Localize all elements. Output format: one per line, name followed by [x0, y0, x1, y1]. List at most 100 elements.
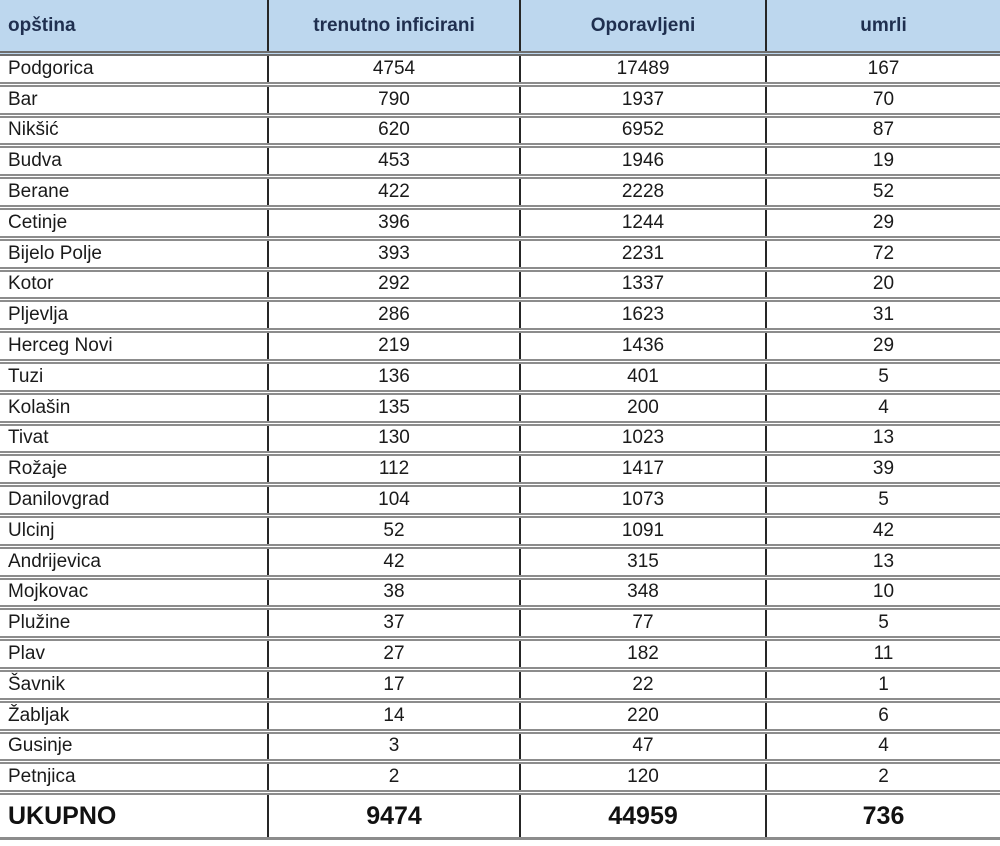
municipality-name-cell: Herceg Novi — [0, 330, 268, 364]
table-row: Nikšić 620 6952 87 — [0, 115, 1000, 149]
value-cell: 5 — [765, 484, 1000, 518]
municipality-name-cell: Petnjica — [0, 761, 268, 796]
value-cell: 22 — [519, 669, 766, 703]
table-row: Mojkovac 38 348 10 — [0, 577, 1000, 611]
value-cell: 1337 — [519, 269, 766, 303]
table-row: Kolašin 135 200 4 — [0, 392, 1000, 426]
value-cell: 11 — [765, 638, 1000, 672]
table-row: Andrijevica 42 315 13 — [0, 546, 1000, 580]
value-cell: 2 — [267, 761, 520, 796]
value-cell: 292 — [267, 269, 520, 303]
value-cell: 104 — [267, 484, 520, 518]
value-cell: 219 — [267, 330, 520, 364]
municipality-name-cell: Berane — [0, 176, 268, 210]
value-cell: 1417 — [519, 453, 766, 488]
table-footer: UKUPNO 9474 44959 736 — [0, 792, 1000, 841]
value-cell: 52 — [267, 515, 520, 549]
municipality-name-cell: Budva — [0, 145, 268, 180]
table-row: Pljevlja 286 1623 31 — [0, 299, 1000, 334]
municipality-name-cell: Gusinje — [0, 731, 268, 765]
municipality-name-cell: Cetinje — [0, 207, 268, 241]
table-row: Bijelo Polje 393 2231 72 — [0, 238, 1000, 272]
municipality-name-cell: Bar — [0, 84, 268, 118]
municipality-name-cell: Žabljak — [0, 700, 268, 734]
value-cell: 348 — [519, 577, 766, 611]
value-cell: 38 — [267, 577, 520, 611]
value-cell: 790 — [267, 84, 520, 118]
value-cell: 1946 — [519, 145, 766, 180]
value-cell: 130 — [267, 423, 520, 457]
municipality-name-cell: Danilovgrad — [0, 484, 268, 518]
value-cell: 4 — [765, 392, 1000, 426]
value-cell: 2228 — [519, 176, 766, 210]
total-label: UKUPNO — [0, 792, 268, 841]
table-row: Tuzi 136 401 5 — [0, 361, 1000, 395]
value-cell: 1244 — [519, 207, 766, 241]
value-cell: 52 — [765, 176, 1000, 210]
value-cell: 20 — [765, 269, 1000, 303]
table-row: Tivat 130 1023 13 — [0, 423, 1000, 457]
table-row: Plav 27 182 11 — [0, 638, 1000, 672]
municipality-name-cell: Nikšić — [0, 115, 268, 149]
value-cell: 422 — [267, 176, 520, 210]
value-cell: 5 — [765, 361, 1000, 395]
municipality-name-cell: Mojkovac — [0, 577, 268, 611]
value-cell: 120 — [519, 761, 766, 796]
value-cell: 4 — [765, 731, 1000, 765]
municipality-name-cell: Pljevlja — [0, 299, 268, 334]
municipality-name-cell: Podgorica — [0, 53, 268, 87]
value-cell: 200 — [519, 392, 766, 426]
table-row: Kotor 292 1337 20 — [0, 269, 1000, 303]
value-cell: 315 — [519, 546, 766, 580]
value-cell: 2 — [765, 761, 1000, 796]
value-cell: 220 — [519, 700, 766, 734]
value-cell: 29 — [765, 330, 1000, 364]
value-cell: 620 — [267, 115, 520, 149]
value-cell: 393 — [267, 238, 520, 272]
value-cell: 17 — [267, 669, 520, 703]
total-recovered-value: 44959 — [519, 792, 766, 841]
value-cell: 19 — [765, 145, 1000, 180]
table-row: Plužine 37 77 5 — [0, 607, 1000, 642]
table-row: Podgorica 4754 17489 167 — [0, 53, 1000, 87]
value-cell: 77 — [519, 607, 766, 642]
municipality-name-cell: Šavnik — [0, 669, 268, 703]
table-row: Ulcinj 52 1091 42 — [0, 515, 1000, 549]
value-cell: 1091 — [519, 515, 766, 549]
value-cell: 112 — [267, 453, 520, 488]
municipality-name-cell: Tuzi — [0, 361, 268, 395]
value-cell: 29 — [765, 207, 1000, 241]
municipality-name-cell: Rožaje — [0, 453, 268, 488]
value-cell: 13 — [765, 546, 1000, 580]
value-cell: 1436 — [519, 330, 766, 364]
municipality-name-cell: Kotor — [0, 269, 268, 303]
value-cell: 70 — [765, 84, 1000, 118]
value-cell: 6 — [765, 700, 1000, 734]
value-cell: 37 — [267, 607, 520, 642]
value-cell: 167 — [765, 53, 1000, 87]
value-cell: 1623 — [519, 299, 766, 334]
value-cell: 1073 — [519, 484, 766, 518]
value-cell: 286 — [267, 299, 520, 334]
column-header-umrli: umrli — [765, 0, 1000, 56]
municipality-name-cell: Ulcinj — [0, 515, 268, 549]
table-row: Berane 422 2228 52 — [0, 176, 1000, 210]
table-row: Rožaje 112 1417 39 — [0, 453, 1000, 488]
value-cell: 17489 — [519, 53, 766, 87]
value-cell: 4754 — [267, 53, 520, 87]
table-row: Bar 790 1937 70 — [0, 84, 1000, 118]
value-cell: 396 — [267, 207, 520, 241]
municipality-name-cell: Plužine — [0, 607, 268, 642]
municipality-name-cell: Andrijevica — [0, 546, 268, 580]
total-deaths-value: 736 — [765, 792, 1000, 841]
column-header-trenutno-inficirani: trenutno inficirani — [267, 0, 520, 56]
table-row: Budva 453 1946 19 — [0, 145, 1000, 180]
value-cell: 5 — [765, 607, 1000, 642]
value-cell: 47 — [519, 731, 766, 765]
value-cell: 401 — [519, 361, 766, 395]
total-infected-value: 9474 — [267, 792, 520, 841]
value-cell: 72 — [765, 238, 1000, 272]
value-cell: 136 — [267, 361, 520, 395]
